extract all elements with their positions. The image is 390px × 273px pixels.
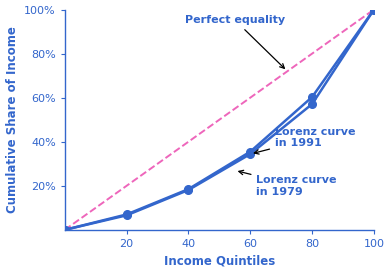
Y-axis label: Cumulative Share of Income: Cumulative Share of Income — [5, 26, 19, 213]
Text: Lorenz curve
in 1979: Lorenz curve in 1979 — [239, 170, 337, 197]
Text: Perfect equality: Perfect equality — [185, 15, 285, 68]
X-axis label: Income Quintiles: Income Quintiles — [164, 254, 275, 268]
Text: Lorenz curve
in 1991: Lorenz curve in 1991 — [254, 126, 356, 154]
